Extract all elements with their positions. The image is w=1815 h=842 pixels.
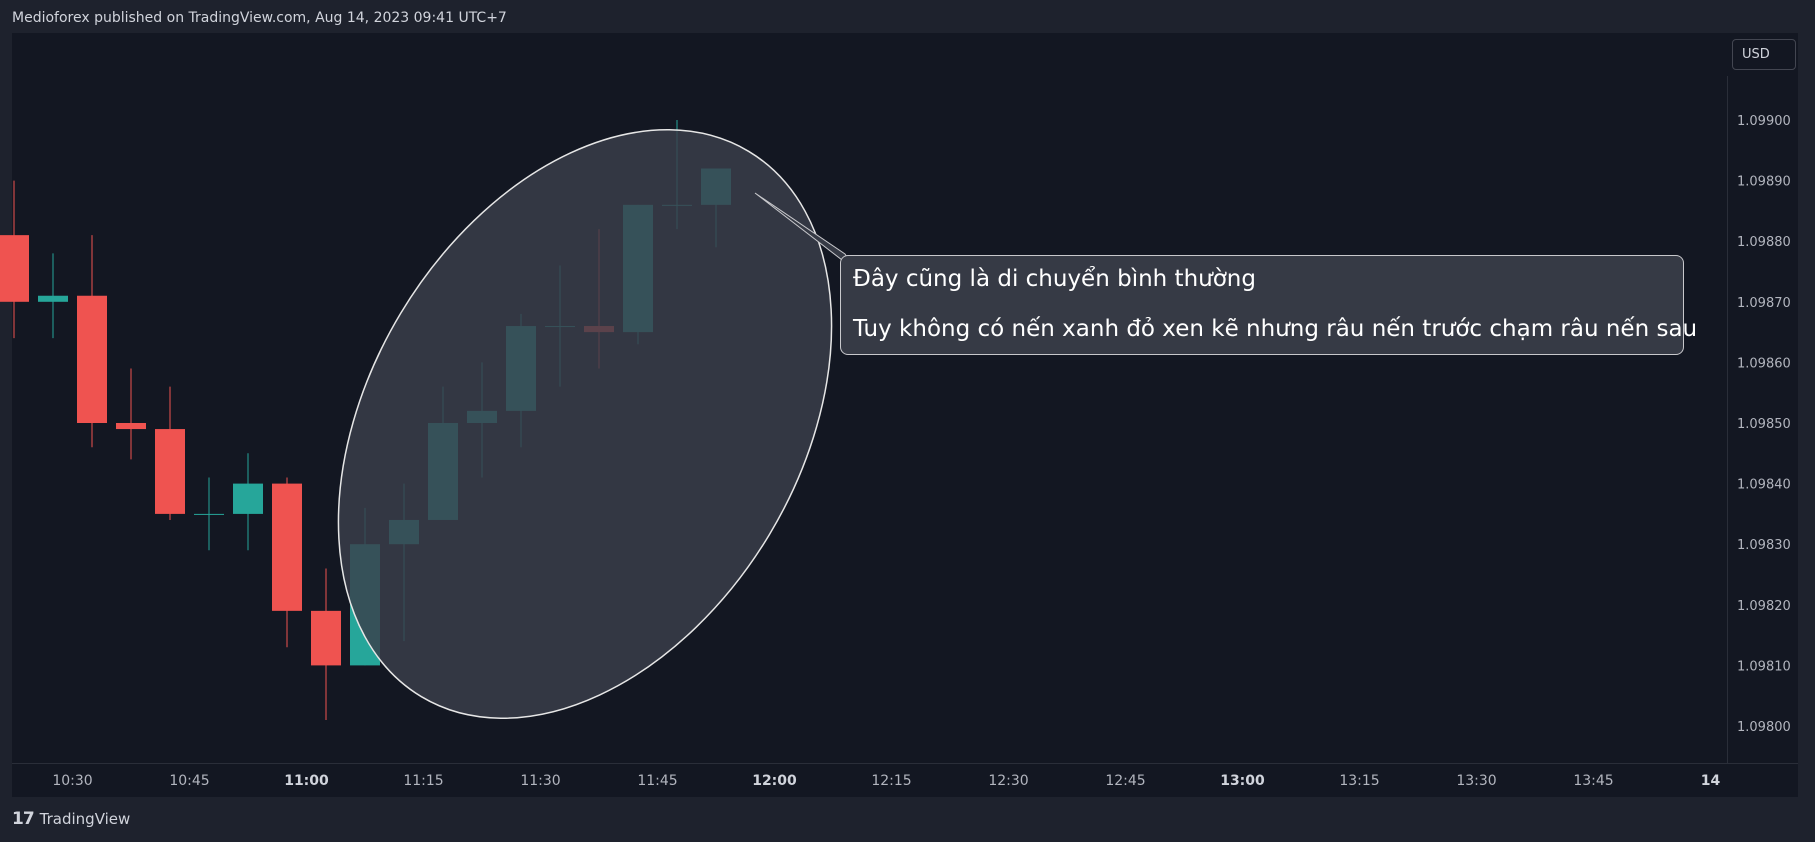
time-tick-label: 11:45	[637, 773, 677, 789]
tradingview-logo-icon: 𝟭𝟳	[12, 809, 35, 829]
time-tick-label: 12:45	[1105, 773, 1145, 789]
candle-body	[194, 513, 224, 515]
drawing-layer	[237, 41, 933, 808]
candle-body	[155, 429, 185, 514]
candle[interactable]	[38, 253, 68, 339]
candle[interactable]	[311, 568, 341, 720]
highlight-ellipse[interactable]	[237, 41, 933, 808]
time-tick-label: 10:30	[52, 773, 92, 789]
annotation-line-1: Đây cũng là di chuyển bình thường	[853, 266, 1256, 292]
candle-body	[272, 483, 302, 611]
price-tick-label: 1.09860	[1737, 356, 1791, 371]
candle-body	[77, 295, 107, 423]
publish-info: Medioforex published on TradingView.com,…	[12, 10, 507, 26]
time-tick-label: 12:30	[988, 773, 1028, 789]
price-tick-label: 1.09900	[1737, 114, 1791, 129]
annotation-line-2: Tuy không có nến xanh đỏ xen kẽ nhưng râ…	[853, 316, 1698, 342]
price-tick-label: 1.09800	[1737, 720, 1791, 735]
candle[interactable]	[194, 477, 224, 551]
time-tick-label: 13:15	[1339, 773, 1379, 789]
candle[interactable]	[116, 368, 146, 460]
time-tick-label: 11:15	[403, 773, 443, 789]
candle[interactable]	[155, 386, 185, 520]
time-tick-label: 13:45	[1573, 773, 1613, 789]
price-tick-label: 1.09890	[1737, 175, 1791, 190]
time-tick-label: 11:30	[520, 773, 560, 789]
price-tick-label: 1.09850	[1737, 417, 1791, 432]
time-scale[interactable]: 10:30 10:45 11:00 11:15 11:30 11:45 12:00 12:15…	[52, 773, 1720, 789]
footer: 𝟭𝟳 TradingView	[12, 809, 130, 829]
candle[interactable]	[233, 453, 263, 551]
time-tick-label: 12:15	[871, 773, 911, 789]
candle[interactable]	[0, 180, 29, 339]
candle-body	[38, 295, 68, 302]
price-scale[interactable]: 1.09800 1.09810 1.09820 1.09830 1.09840 1.098…	[1737, 114, 1791, 735]
candle[interactable]	[77, 235, 107, 448]
price-tick-label: 1.09880	[1737, 235, 1791, 250]
candle-body	[116, 423, 146, 430]
price-tick-label: 1.09820	[1737, 599, 1791, 614]
candle-body	[233, 483, 263, 514]
time-tick-label: 13:30	[1456, 773, 1496, 789]
price-tick-label: 1.09840	[1737, 478, 1791, 493]
currency-label[interactable]: USD	[1732, 39, 1796, 70]
candle-body	[0, 235, 29, 302]
chart-pane	[12, 33, 1798, 797]
time-tick-label: 10:45	[169, 773, 209, 789]
candle-body	[311, 610, 341, 666]
time-tick-label: 11:00	[284, 773, 329, 789]
price-tick-label: 1.09810	[1737, 659, 1791, 674]
time-tick-label: 12:00	[752, 773, 797, 789]
footer-brand: TradingView	[39, 810, 131, 828]
price-tick-label: 1.09830	[1737, 538, 1791, 553]
time-tick-label: 13:00	[1220, 773, 1265, 789]
time-tick-label: 14	[1701, 773, 1721, 789]
candle[interactable]	[272, 477, 302, 648]
annotation-callout[interactable]: Đây cũng là di chuyển bình thường Tuy kh…	[840, 255, 1698, 355]
price-tick-label: 1.09870	[1737, 296, 1791, 311]
